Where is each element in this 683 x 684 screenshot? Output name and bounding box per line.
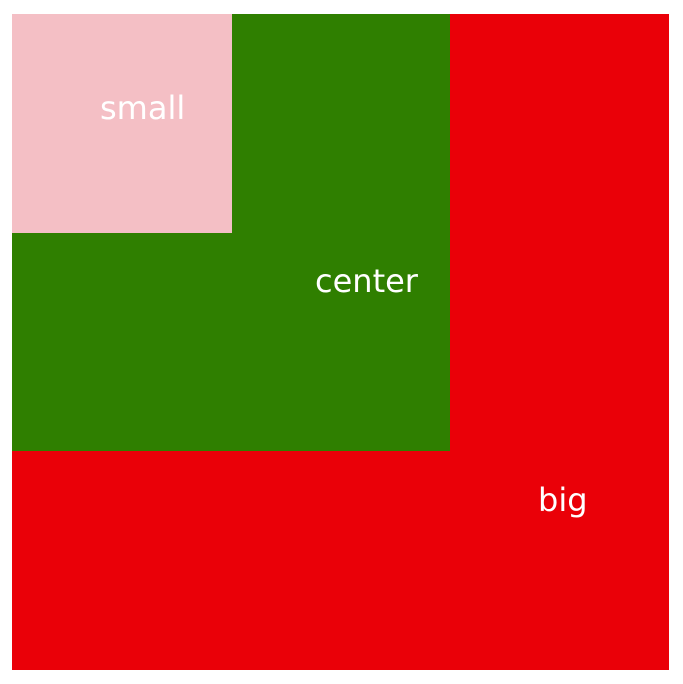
small-box <box>12 14 232 233</box>
big-box-label: big <box>538 481 588 519</box>
small-box-label: small <box>100 89 186 127</box>
center-box-label: center <box>315 262 418 300</box>
